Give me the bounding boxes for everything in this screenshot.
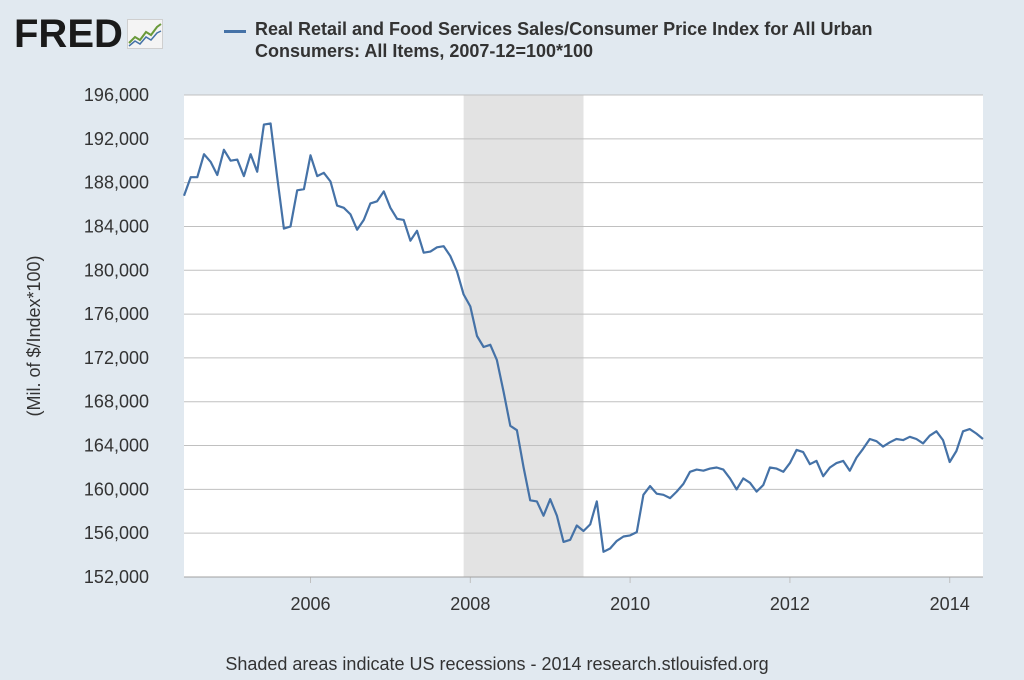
y-tick-label: 152,000: [84, 567, 149, 587]
y-tick-label: 176,000: [84, 304, 149, 324]
y-tick-label: 172,000: [84, 348, 149, 368]
series-line-layer: [182, 122, 984, 553]
legend-series-label: Real Retail and Food Services Sales/Cons…: [255, 19, 873, 61]
chart-header: FRED Real Retail and Food Services Sales…: [0, 0, 1024, 90]
recession-shading-layer: [463, 95, 584, 577]
y-tick-label: 160,000: [84, 479, 149, 499]
trend-chart-icon: [126, 19, 163, 49]
chart-footer: Shaded areas indicate US recessions - 20…: [0, 654, 1024, 675]
y-tick-label: 180,000: [84, 260, 149, 280]
y-tick-label: 156,000: [84, 523, 149, 543]
y-tick-label: 168,000: [84, 392, 149, 412]
y-axis-tick-labels: 152,000 156,000 160,000 164,000 168,000 172,0…: [84, 85, 149, 587]
x-tick-label: 2010: [610, 594, 650, 614]
fred-logo[interactable]: FRED: [14, 14, 163, 54]
series-line[interactable]: [182, 122, 984, 553]
y-axis-label: (Mil. of $/Index*100): [24, 255, 44, 416]
logo-text: FRED: [14, 12, 123, 56]
y-tick-label: 192,000: [84, 129, 149, 149]
x-tick-label: 2006: [290, 594, 330, 614]
footer-note: Shaded areas indicate US recessions - 20…: [225, 654, 769, 674]
x-tick-label: 2012: [770, 594, 810, 614]
y-tick-label: 188,000: [84, 173, 149, 193]
y-tick-label: 164,000: [84, 436, 149, 456]
x-tick-label: 2014: [930, 594, 970, 614]
x-tick-label: 2008: [450, 594, 490, 614]
y-tick-label: 184,000: [84, 216, 149, 236]
chart-legend: Real Retail and Food Services Sales/Cons…: [224, 18, 975, 62]
x-axis-tick-labels: 2006 2008 2010 2012 2014: [184, 576, 983, 614]
line-chart[interactable]: 152,000 156,000 160,000 164,000 168,000 172,0…: [0, 0, 1024, 650]
y-tick-label: 196,000: [84, 85, 149, 105]
recession-band-0: [463, 95, 584, 577]
legend-series-swatch: [224, 30, 246, 33]
